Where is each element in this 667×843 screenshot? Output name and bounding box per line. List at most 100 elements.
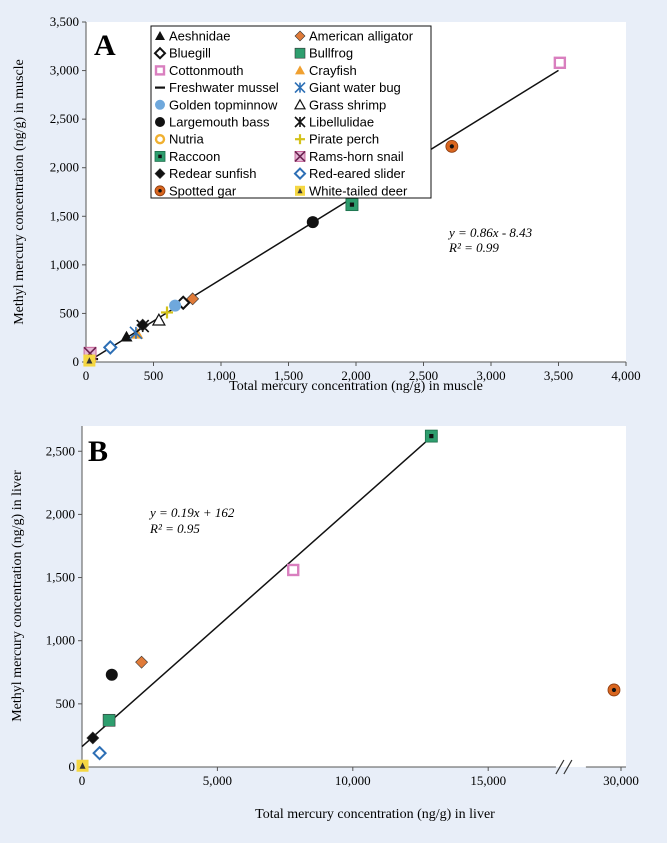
panel-a-trendline — [92, 69, 559, 360]
legend-entry-bluegill: Bluegill — [153, 46, 211, 61]
panel-a-x-tick-label: 0 — [83, 368, 90, 383]
legend-marker-bullfrog — [294, 47, 306, 59]
legend-entry-freshwater-mussel: Freshwater mussel — [155, 80, 279, 95]
legend-marker-aeshnidae — [155, 31, 165, 40]
panel-b-x-tick-label: 30,000 — [603, 773, 639, 788]
legend-box — [150, 25, 432, 199]
legend-entry-raccoon: Raccoon — [154, 149, 220, 164]
legend-marker-giant-water-bug — [294, 82, 306, 94]
panel-a-y-tick-label: 1,500 — [50, 208, 79, 223]
panel-b-x-tick-label: 10,000 — [335, 773, 371, 788]
panel-b-point-largemouth-bass — [105, 668, 118, 681]
panel-a-x-axis-label: Total mercury concentration (ng/g) in mu… — [229, 379, 483, 394]
panel-b-y-tick-label: 0 — [69, 759, 76, 774]
legend-label: Freshwater mussel — [169, 80, 279, 95]
legend-label: Aeshnidae — [169, 29, 230, 44]
legend-marker-largemouth-bass — [155, 117, 165, 127]
panel-a-y-axis-label: Methyl mercury concentration (ng/g) in m… — [12, 59, 27, 325]
panel-b-label: B — [88, 435, 108, 468]
panel-b-y-tick-label: 2,000 — [46, 506, 75, 521]
legend-entry-libellulidae: Libellulidae — [294, 115, 374, 130]
panel-a-point-aeshnidae — [120, 330, 133, 342]
legend-marker-american-alligator — [294, 30, 306, 42]
legend-marker-white-tailed-deer — [295, 185, 305, 196]
panel-b-x-tick-label: 15,000 — [470, 773, 506, 788]
panel-b-point-spotted-gar — [607, 683, 621, 697]
legend-entry-largemouth-bass: Largemouth bass — [155, 115, 270, 130]
legend-marker-bluegill — [153, 46, 167, 60]
legend-label: Redear sunfish — [169, 166, 256, 181]
panel-a-equation: y = 0.86x - 8.43 — [447, 225, 533, 240]
panel-b-equation: y = 0.19x + 162 — [148, 505, 235, 520]
legend-entry-redear-sunfish: Redear sunfish — [154, 166, 256, 181]
panel-b-point-cottonmouth — [287, 563, 300, 577]
panel-a-x-tick-label: 3,000 — [476, 368, 505, 383]
legend-marker-grass-shrimp — [293, 98, 307, 110]
panel-a-x-ticks: 0 500 1,000 1,500 2,000 2,500 3,000 3,500 4,000 — [83, 362, 641, 383]
panel-a-points — [83, 56, 567, 367]
panel-a-point-grass-shrimp — [151, 312, 166, 326]
legend-label: Grass shrimp — [309, 97, 386, 112]
legend-label: Bluegill — [169, 46, 211, 61]
legend-entry-grass-shrimp: Grass shrimp — [293, 97, 386, 112]
legend-entry-golden-topminnow: Golden topminnow — [155, 97, 278, 112]
legend-marker-golden-topminnow — [155, 99, 165, 110]
legend-label: Bullfrog — [309, 46, 353, 61]
panel-a-x-tick-label: 3,500 — [544, 368, 573, 383]
axis-break-mark — [555, 759, 565, 775]
panel-a-point-cottonmouth — [553, 56, 567, 69]
legend-entry-nutria: Nutria — [154, 132, 204, 147]
panel-a-point-largemouth-bass — [306, 216, 319, 229]
legend-entry-spotted-gar: Spotted gar — [154, 183, 237, 198]
panel-b-y-axis-label: Methyl mercury concentration (ng/g) in l… — [10, 470, 25, 722]
legend-label: Spotted gar — [169, 183, 237, 198]
panel-a-x-tick-label: 1,000 — [206, 368, 235, 383]
panel-b-x-axis-label: Total mercury concentration (ng/g) in li… — [255, 807, 495, 822]
legend-marker-rams-horn-snail — [294, 150, 306, 162]
panel-b-y-tick-label: 1,000 — [46, 633, 75, 648]
panel-b-y-tick-label: 2,500 — [46, 443, 75, 458]
legend-entry-crayfish: Crayfish — [295, 63, 357, 78]
panel-a-y-tick-label: 1,000 — [50, 257, 79, 272]
panel-a-x-tick-label: 500 — [144, 368, 164, 383]
legend-marker-cottonmouth — [154, 65, 166, 76]
panel-a-x-tick-label: 2,500 — [409, 368, 438, 383]
legend-entry-white-tailed-deer: White-tailed deer — [295, 183, 408, 198]
panel-a-label: A — [94, 29, 116, 62]
panel-b-point-raccoon — [424, 429, 438, 443]
legend-marker-nutria — [154, 133, 166, 145]
panel-a-y-tick-label: 3,000 — [50, 63, 79, 78]
axis-break-mark — [563, 759, 573, 775]
legend-label: Pirate perch — [309, 132, 379, 147]
panel-a-legend: Aeshnidae American alligator Bluegill Bullf… — [150, 25, 432, 199]
panel-b-y-ticks: 0 500 1,000 1,500 2,000 2,500 — [46, 443, 82, 774]
legend-entry-giant-water-bug: Giant water bug — [294, 80, 401, 95]
panel-a-point-spotted-gar — [445, 139, 459, 153]
legend-label: Red-eared slider — [309, 166, 406, 181]
panel-a-point-raccoon — [345, 198, 359, 212]
panel-b-point-redear-sunfish — [86, 731, 100, 745]
legend-label: Cottonmouth — [169, 63, 243, 78]
panel-a-point-pirate-perch — [161, 306, 173, 319]
panel-b-point-bullfrog — [102, 713, 116, 727]
legend-marker-raccoon — [154, 150, 166, 162]
panel-a-x-tick-label: 1,500 — [274, 368, 303, 383]
legend-marker-red-eared-slider — [293, 167, 307, 181]
legend-marker-libellulidae — [294, 116, 306, 128]
panel-a-y-tick-label: 3,500 — [50, 14, 79, 29]
panel-b-y-tick-label: 500 — [56, 696, 76, 711]
panel-a-y-ticks: 0 500 1,000 1,500 2,000 2,500 3,000 3,500 — [50, 14, 86, 369]
legend-entry-rams-horn-snail: Rams-horn snail — [294, 149, 404, 164]
panel-a-point-golden-topminnow — [169, 299, 182, 312]
legend-marker-crayfish — [295, 65, 305, 75]
panel-b-points — [76, 429, 621, 772]
panel-b-point-red-eared-slider — [92, 745, 108, 761]
legend-entry-american-alligator: American alligator — [294, 29, 414, 44]
legend-marker-spotted-gar — [154, 185, 166, 197]
legend-label: Raccoon — [169, 149, 220, 164]
panel-a: A 0 500 1,000 1,500 2,000 2,500 3,000 3,500 4,00… — [12, 14, 641, 394]
panel-a-y-tick-label: 2,000 — [50, 160, 79, 175]
legend-marker-redear-sunfish — [154, 168, 166, 180]
legend-label: American alligator — [309, 29, 414, 44]
